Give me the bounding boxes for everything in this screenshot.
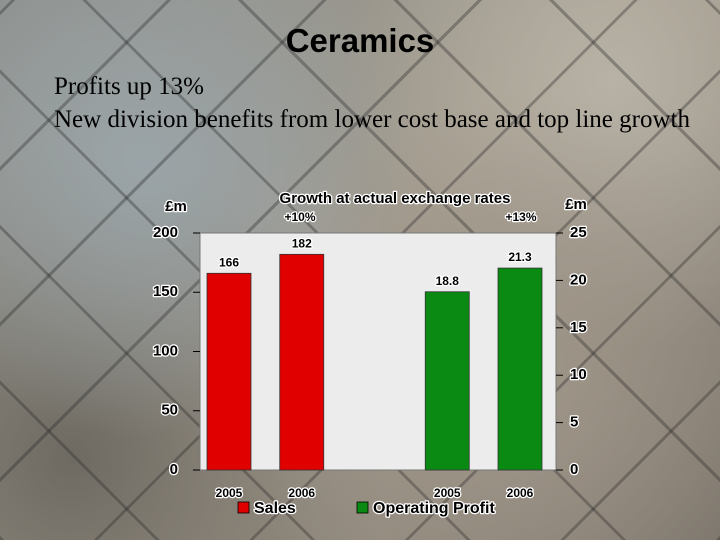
y-tick-label: 150 bbox=[153, 283, 178, 300]
data-label: 21.3 bbox=[508, 250, 532, 264]
legend-label: Operating Profit bbox=[373, 500, 495, 517]
x-tick-label: 2005 bbox=[434, 486, 461, 500]
y-tick-label: 200 bbox=[153, 224, 178, 241]
y-tick-label: 100 bbox=[153, 342, 178, 359]
bar bbox=[424, 291, 470, 471]
data-label: 18.8 bbox=[436, 274, 460, 288]
slide-title: Ceramics bbox=[285, 22, 435, 59]
data-label: 182 bbox=[292, 237, 312, 251]
annotation: +13% bbox=[505, 210, 536, 224]
x-tick-label: 2006 bbox=[288, 486, 315, 500]
y-tick-label: 50 bbox=[161, 402, 178, 419]
legend-swatch bbox=[356, 501, 369, 514]
y2-axis-label: £m bbox=[565, 196, 587, 213]
y2-tick-label: 10 bbox=[570, 366, 587, 383]
y2-tick-label: 5 bbox=[570, 414, 578, 431]
legend-swatch bbox=[237, 501, 250, 514]
annotation: +10% bbox=[284, 210, 315, 224]
x-tick-label: 2006 bbox=[507, 486, 534, 500]
body-line: New division benefits from lower cost ba… bbox=[54, 106, 690, 133]
y2-tick-label: 15 bbox=[570, 319, 587, 336]
y-axis-label: £m bbox=[165, 198, 187, 215]
slide-body: Profits up 13% New division benefits fro… bbox=[54, 70, 694, 136]
bar bbox=[279, 253, 325, 471]
legend-label: Sales bbox=[254, 500, 296, 517]
plot-area bbox=[199, 232, 557, 471]
bar bbox=[497, 267, 543, 471]
y-tick-label: 0 bbox=[170, 461, 178, 478]
y2-tick-label: 0 bbox=[570, 461, 578, 478]
body-line: Profits up 13% bbox=[54, 73, 204, 100]
chart-title: Growth at actual exchange rates bbox=[280, 190, 511, 207]
x-tick-label: 2005 bbox=[216, 486, 243, 500]
data-label: 166 bbox=[219, 255, 239, 269]
bar bbox=[206, 272, 252, 471]
y2-tick-label: 20 bbox=[570, 271, 587, 288]
y2-tick-label: 25 bbox=[570, 224, 587, 241]
